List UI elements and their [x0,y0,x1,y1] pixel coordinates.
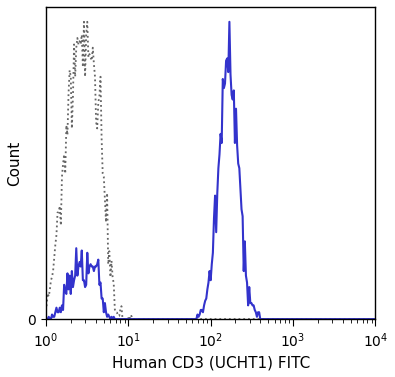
X-axis label: Human CD3 (UCHT1) FITC: Human CD3 (UCHT1) FITC [111,355,310,370]
Y-axis label: Count: Count [7,140,22,185]
